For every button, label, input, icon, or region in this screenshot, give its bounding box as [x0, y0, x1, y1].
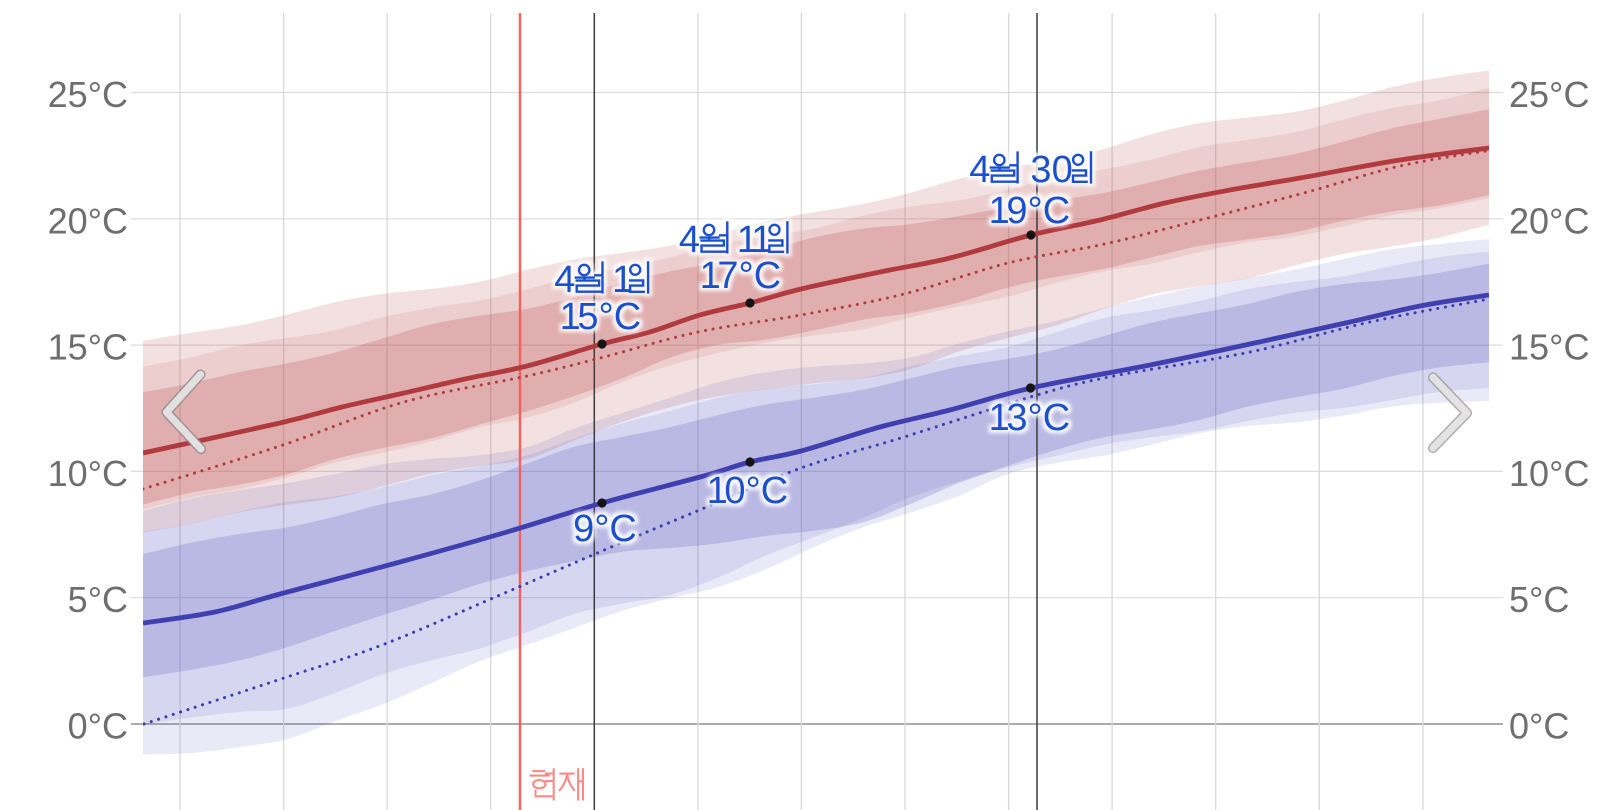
- svg-text:1: 1: [612, 259, 633, 301]
- svg-text:C: C: [1043, 190, 1070, 232]
- svg-text:0: 0: [724, 470, 745, 512]
- svg-text:1: 1: [989, 397, 1010, 439]
- svg-text:C: C: [754, 255, 781, 297]
- svg-text:°: °: [739, 255, 754, 297]
- svg-text:5: 5: [577, 296, 598, 338]
- svg-text:1: 1: [560, 296, 581, 338]
- svg-text:3: 3: [1006, 397, 1027, 439]
- svg-text:1: 1: [737, 219, 758, 261]
- svg-text:1: 1: [989, 190, 1010, 232]
- svg-text:C: C: [754, 255, 781, 297]
- svg-text:0: 0: [1052, 149, 1073, 191]
- svg-text:°: °: [1028, 190, 1043, 232]
- svg-text:9: 9: [1006, 190, 1027, 232]
- svg-text:20°C: 20°C: [1509, 200, 1589, 241]
- svg-text:3: 3: [1030, 149, 1051, 191]
- svg-text:25°C: 25°C: [48, 74, 128, 115]
- svg-text:1: 1: [560, 296, 581, 338]
- svg-text:9: 9: [573, 508, 594, 550]
- svg-text:0: 0: [724, 470, 745, 512]
- svg-text:1: 1: [700, 255, 721, 297]
- svg-text:4: 4: [554, 259, 575, 301]
- svg-text:1: 1: [989, 397, 1010, 439]
- svg-text:°: °: [599, 296, 614, 338]
- svg-text:°: °: [1028, 397, 1043, 439]
- svg-text:1: 1: [707, 470, 728, 512]
- svg-text:0: 0: [1052, 149, 1073, 191]
- svg-text:C: C: [761, 470, 788, 512]
- svg-text:1: 1: [751, 219, 772, 261]
- svg-text:5°C: 5°C: [68, 579, 128, 620]
- svg-text:25°C: 25°C: [1509, 74, 1589, 115]
- svg-text:0°C: 0°C: [68, 706, 128, 747]
- svg-text:7: 7: [717, 255, 738, 297]
- svg-text:3: 3: [1030, 149, 1051, 191]
- svg-text:1: 1: [751, 219, 772, 261]
- svg-text:1: 1: [989, 190, 1010, 232]
- svg-text:°: °: [594, 508, 609, 550]
- svg-text:9: 9: [573, 508, 594, 550]
- svg-text:°: °: [739, 255, 754, 297]
- svg-text:10°C: 10°C: [1509, 453, 1589, 494]
- svg-text:3: 3: [1006, 397, 1027, 439]
- svg-text:C: C: [614, 296, 641, 338]
- svg-text:4: 4: [554, 259, 575, 301]
- svg-text:°: °: [746, 470, 761, 512]
- svg-text:C: C: [1043, 190, 1070, 232]
- svg-text:15°C: 15°C: [48, 327, 128, 368]
- svg-text:°: °: [746, 470, 761, 512]
- svg-text:°: °: [1028, 190, 1043, 232]
- svg-text:1: 1: [737, 219, 758, 261]
- svg-text:9: 9: [1006, 190, 1027, 232]
- svg-text:10°C: 10°C: [48, 453, 128, 494]
- svg-text:4: 4: [969, 149, 990, 191]
- svg-text:20°C: 20°C: [48, 200, 128, 241]
- svg-text:C: C: [609, 508, 636, 550]
- svg-text:1: 1: [707, 470, 728, 512]
- svg-text:5°C: 5°C: [1509, 579, 1569, 620]
- svg-text:4: 4: [679, 219, 700, 261]
- svg-text:°: °: [599, 296, 614, 338]
- svg-text:°: °: [594, 508, 609, 550]
- svg-text:C: C: [614, 296, 641, 338]
- svg-text:7: 7: [717, 255, 738, 297]
- svg-text:C: C: [609, 508, 636, 550]
- svg-text:0°C: 0°C: [1509, 706, 1569, 747]
- svg-text:°: °: [1028, 397, 1043, 439]
- svg-text:4: 4: [679, 219, 700, 261]
- svg-text:C: C: [1043, 397, 1070, 439]
- svg-text:C: C: [761, 470, 788, 512]
- svg-text:15°C: 15°C: [1509, 327, 1589, 368]
- svg-text:1: 1: [700, 255, 721, 297]
- svg-text:5: 5: [577, 296, 598, 338]
- svg-text:C: C: [1043, 397, 1070, 439]
- svg-text:4: 4: [969, 149, 990, 191]
- svg-text:1: 1: [612, 259, 633, 301]
